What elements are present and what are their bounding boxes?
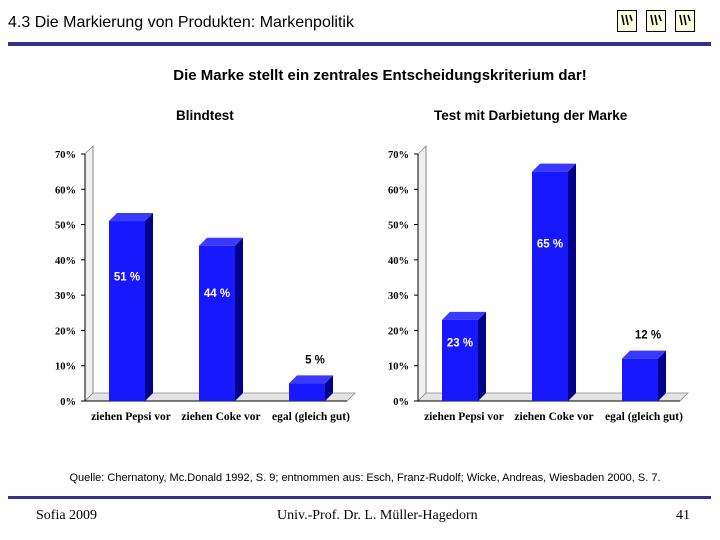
data-label: 23 %	[447, 338, 473, 350]
data-label: 51 %	[114, 271, 140, 283]
plot-wall	[417, 145, 427, 402]
bar-top	[109, 213, 153, 222]
y-tick-label: 70%	[388, 150, 409, 161]
bar	[199, 245, 235, 401]
bar-top	[289, 375, 333, 384]
bar	[442, 319, 478, 401]
slide-subtitle: Die Marke stellt ein zentrales Entscheid…	[173, 67, 587, 84]
category-label: ziehen Coke vor	[514, 411, 593, 423]
bar	[622, 358, 658, 401]
slide-title: 4.3 Die Markierung von Produkten: Marken…	[8, 14, 354, 31]
category-label: egal (gleich gut)	[272, 411, 350, 423]
bar	[109, 221, 145, 401]
y-tick-label: 50%	[55, 221, 76, 232]
y-tick-label: 60%	[55, 185, 76, 196]
logo-icon	[646, 10, 666, 32]
bar-side	[478, 311, 486, 401]
bar-side	[568, 163, 576, 401]
data-label: 5 %	[305, 354, 325, 366]
logo-icon	[675, 10, 695, 32]
y-tick-label: 40%	[55, 256, 76, 267]
data-label: 65 %	[537, 238, 563, 250]
y-tick-label: 0%	[393, 397, 409, 408]
footer-author: Univ.-Prof. Dr. L. Müller-Hagedorn	[277, 508, 478, 523]
data-label: 44 %	[204, 288, 230, 300]
logo-icon	[617, 10, 637, 32]
bar-chart-blindtest: 0% 10% 20% 30% 40% 50% 60% 70% 51 % ziehen Pepsi …	[55, 145, 356, 423]
footer-divider	[8, 496, 711, 499]
bar	[532, 171, 568, 401]
footer-location: Sofia 2009	[36, 508, 98, 523]
y-tick-label: 30%	[388, 291, 409, 302]
bar-side	[325, 375, 333, 401]
y-tick-label: 10%	[55, 362, 76, 373]
data-label: 12 %	[635, 330, 661, 342]
bar-side	[145, 213, 153, 401]
bar-side	[235, 237, 243, 401]
bar-top	[622, 350, 666, 359]
category-label: ziehen Pepsi vor	[91, 411, 171, 423]
y-tick-label: 0%	[60, 397, 76, 408]
bar-chart-marke: 0% 10% 20% 30% 40% 50% 60% 70% 23 % ziehen Pepsi …	[388, 145, 689, 423]
bar-side	[658, 350, 666, 401]
bar-top	[532, 163, 576, 172]
y-tick-label: 20%	[55, 326, 76, 337]
y-tick-label: 20%	[388, 326, 409, 337]
page-number: 41	[676, 508, 690, 523]
y-tick-label: 40%	[388, 256, 409, 267]
source-note: Quelle: Chernatony, Mc.Donald 1992, S. 9…	[69, 472, 661, 484]
category-label: ziehen Coke vor	[181, 411, 260, 423]
bar-top	[442, 311, 486, 320]
bar-top	[199, 237, 243, 246]
y-tick-label: 70%	[55, 150, 76, 161]
bar	[289, 383, 325, 401]
y-tick-label: 50%	[388, 221, 409, 232]
y-tick-label: 10%	[388, 362, 409, 373]
chart-title-blindtest: Blindtest	[176, 108, 234, 123]
header-divider	[8, 42, 711, 46]
plot-wall	[84, 145, 94, 402]
y-tick-label: 60%	[388, 185, 409, 196]
y-tick-label: 30%	[55, 291, 76, 302]
chart-title-marke: Test mit Darbietung der Marke	[434, 108, 628, 123]
category-label: egal (gleich gut)	[605, 411, 683, 423]
category-label: ziehen Pepsi vor	[424, 411, 504, 423]
